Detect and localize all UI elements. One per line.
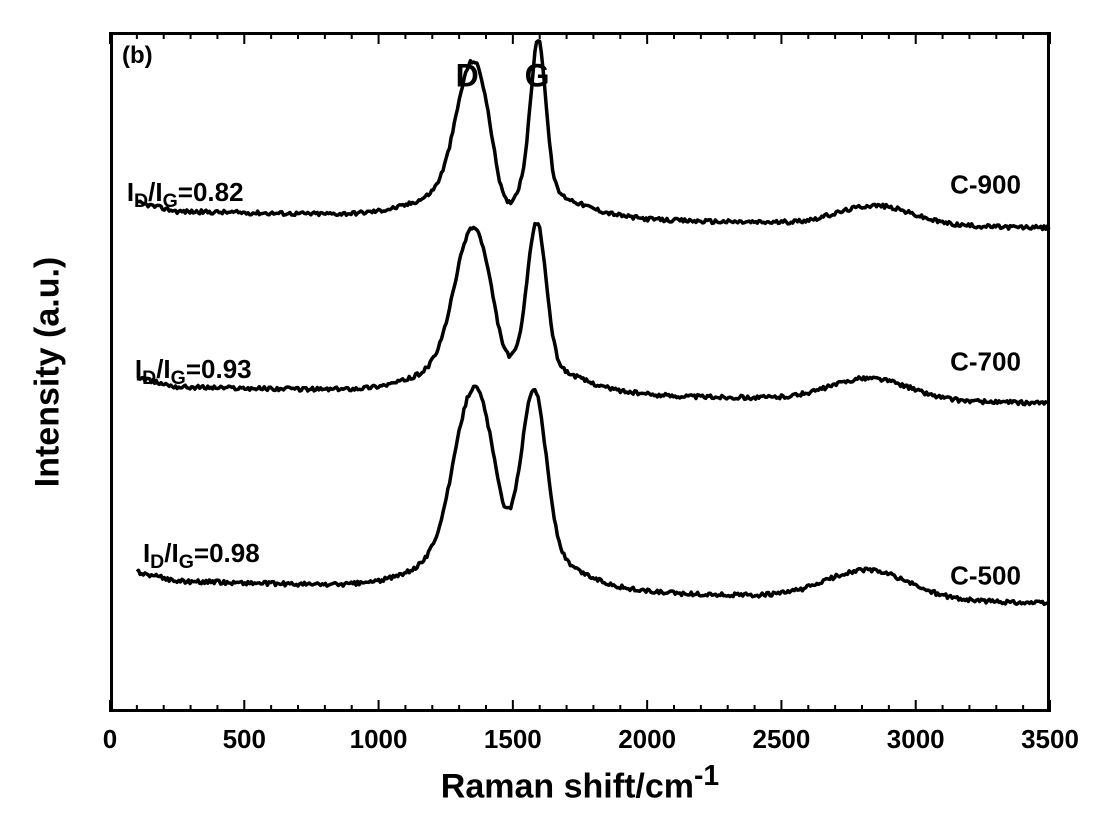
spectra-lines [0,0,1106,838]
xtick-label: 1500 [484,724,542,755]
xtick-label: 3500 [1021,724,1079,755]
ratio-label-1: ID/IG=0.93 [135,354,252,390]
xtick-label: 3000 [887,724,945,755]
raman-figure: (b) Intensity (a.u.) Raman shift/cm-1 0 5… [0,0,1106,838]
series-label-C-500: C-500 [950,561,1021,592]
peak-label-D: D [456,58,479,95]
xtick-label: 2000 [618,724,676,755]
x-axis-label: Raman shift/cm-1 [441,760,719,806]
xtick-label: 0 [103,724,117,755]
ratio-label-0: ID/IG=0.82 [127,177,244,213]
ratio-label-2: ID/IG=0.98 [143,538,260,574]
x-axis-label-super: -1 [694,760,719,792]
panel-tag: (b) [122,42,153,70]
series-label-C-700: C-700 [950,346,1021,377]
xtick-label: 2500 [753,724,811,755]
y-axis-label: Intensity (a.u.) [29,257,68,487]
peak-label-G: G [525,58,550,95]
spectrum-C-500 [137,386,1049,604]
spectrum-C-700 [137,224,1049,405]
series-label-C-900: C-900 [950,170,1021,201]
xtick-label: 500 [223,724,266,755]
xtick-label: 1000 [350,724,408,755]
spectrum-C-900 [137,41,1049,230]
x-axis-label-text: Raman shift/cm [441,767,694,805]
